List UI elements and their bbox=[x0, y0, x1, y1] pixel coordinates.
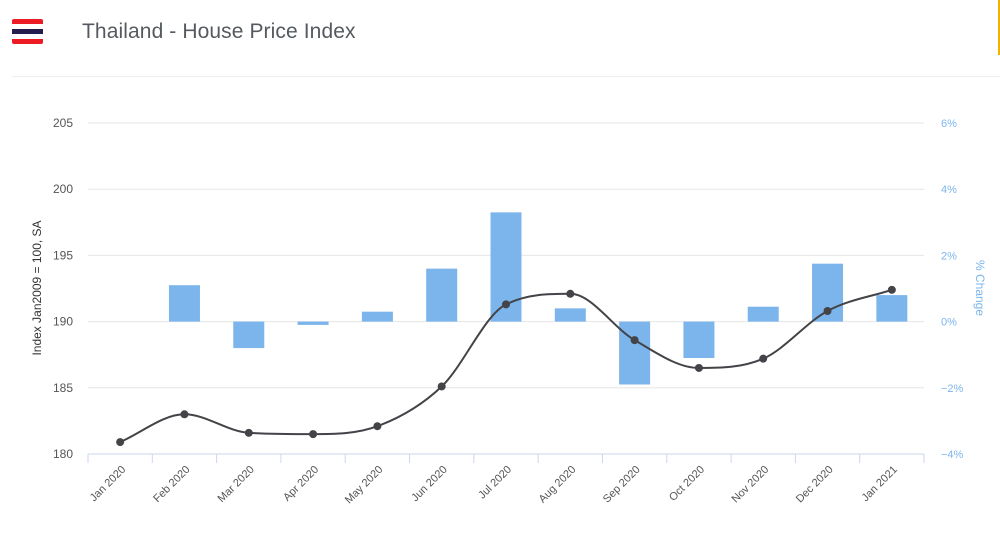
index-point bbox=[887, 285, 896, 294]
x-tick-label: Nov 2020 bbox=[730, 464, 772, 506]
index-point bbox=[694, 363, 703, 372]
index-point bbox=[566, 289, 575, 298]
bar-pct-change bbox=[554, 308, 586, 322]
y-left-tick-label: 205 bbox=[53, 116, 73, 130]
bar-pct-change bbox=[233, 321, 265, 349]
page-title: Thailand - House Price Index bbox=[82, 20, 356, 43]
chart-header: Thailand - House Price Index bbox=[0, 0, 1000, 70]
bar-pct-change bbox=[747, 306, 779, 322]
flag-stripe-2 bbox=[12, 24, 43, 29]
y-right-axis-title: % Change bbox=[973, 260, 987, 316]
header-accent-bar bbox=[998, 0, 1000, 55]
y-left-tick-label: 185 bbox=[53, 381, 73, 395]
y-right-tick-label: 0% bbox=[941, 317, 957, 329]
index-point bbox=[180, 410, 189, 419]
flag-stripe-4 bbox=[12, 34, 43, 39]
y-left-tick-label: 195 bbox=[53, 248, 73, 262]
y-left-tick-label: 200 bbox=[53, 182, 73, 196]
x-tick-label: Feb 2020 bbox=[151, 464, 192, 505]
bar-pct-change bbox=[297, 321, 329, 325]
x-tick-label: Oct 2020 bbox=[667, 464, 707, 504]
x-tick-label: Mar 2020 bbox=[216, 464, 257, 505]
bar-pct-change bbox=[426, 268, 458, 322]
flag-stripe-5 bbox=[12, 39, 43, 44]
index-point bbox=[823, 307, 832, 316]
x-tick-label: Dec 2020 bbox=[794, 464, 836, 506]
bar-pct-change bbox=[683, 321, 715, 359]
x-tick-label: Jun 2020 bbox=[409, 464, 449, 504]
index-point bbox=[759, 354, 768, 363]
bar-pct-change bbox=[876, 295, 908, 322]
x-tick-label: Apr 2020 bbox=[281, 464, 321, 504]
y-right-tick-label: 2% bbox=[941, 250, 957, 262]
y-left-axis-title: Index Jan2009 = 100, SA bbox=[30, 220, 44, 355]
y-right-tick-label: 6% bbox=[941, 118, 957, 130]
x-tick-label: Sep 2020 bbox=[601, 464, 643, 506]
flag-stripe-1 bbox=[12, 19, 43, 24]
index-point bbox=[630, 336, 639, 345]
x-tick-label: Jul 2020 bbox=[476, 464, 514, 502]
index-point bbox=[309, 430, 318, 439]
bar-pct-change bbox=[168, 285, 200, 322]
x-tick-label: Aug 2020 bbox=[537, 464, 579, 506]
y-right-tick-label: −4% bbox=[941, 449, 964, 461]
index-point bbox=[373, 422, 382, 431]
y-right-tick-label: 4% bbox=[941, 184, 957, 196]
index-point bbox=[502, 300, 510, 309]
x-tick-label: Jan 2020 bbox=[88, 464, 128, 504]
x-tick-label: Jan 2021 bbox=[859, 464, 899, 504]
index-point bbox=[437, 382, 446, 391]
thailand-flag-icon bbox=[12, 19, 43, 44]
index-point bbox=[116, 438, 125, 447]
y-left-tick-label: 180 bbox=[53, 447, 73, 461]
x-tick-label: May 2020 bbox=[343, 464, 386, 507]
flag-stripe-3 bbox=[12, 29, 43, 34]
header-divider bbox=[12, 76, 1000, 77]
bar-pct-change bbox=[361, 311, 393, 322]
y-left-tick-label: 190 bbox=[53, 315, 73, 329]
index-point bbox=[244, 428, 253, 437]
y-right-tick-label: −2% bbox=[941, 383, 964, 395]
